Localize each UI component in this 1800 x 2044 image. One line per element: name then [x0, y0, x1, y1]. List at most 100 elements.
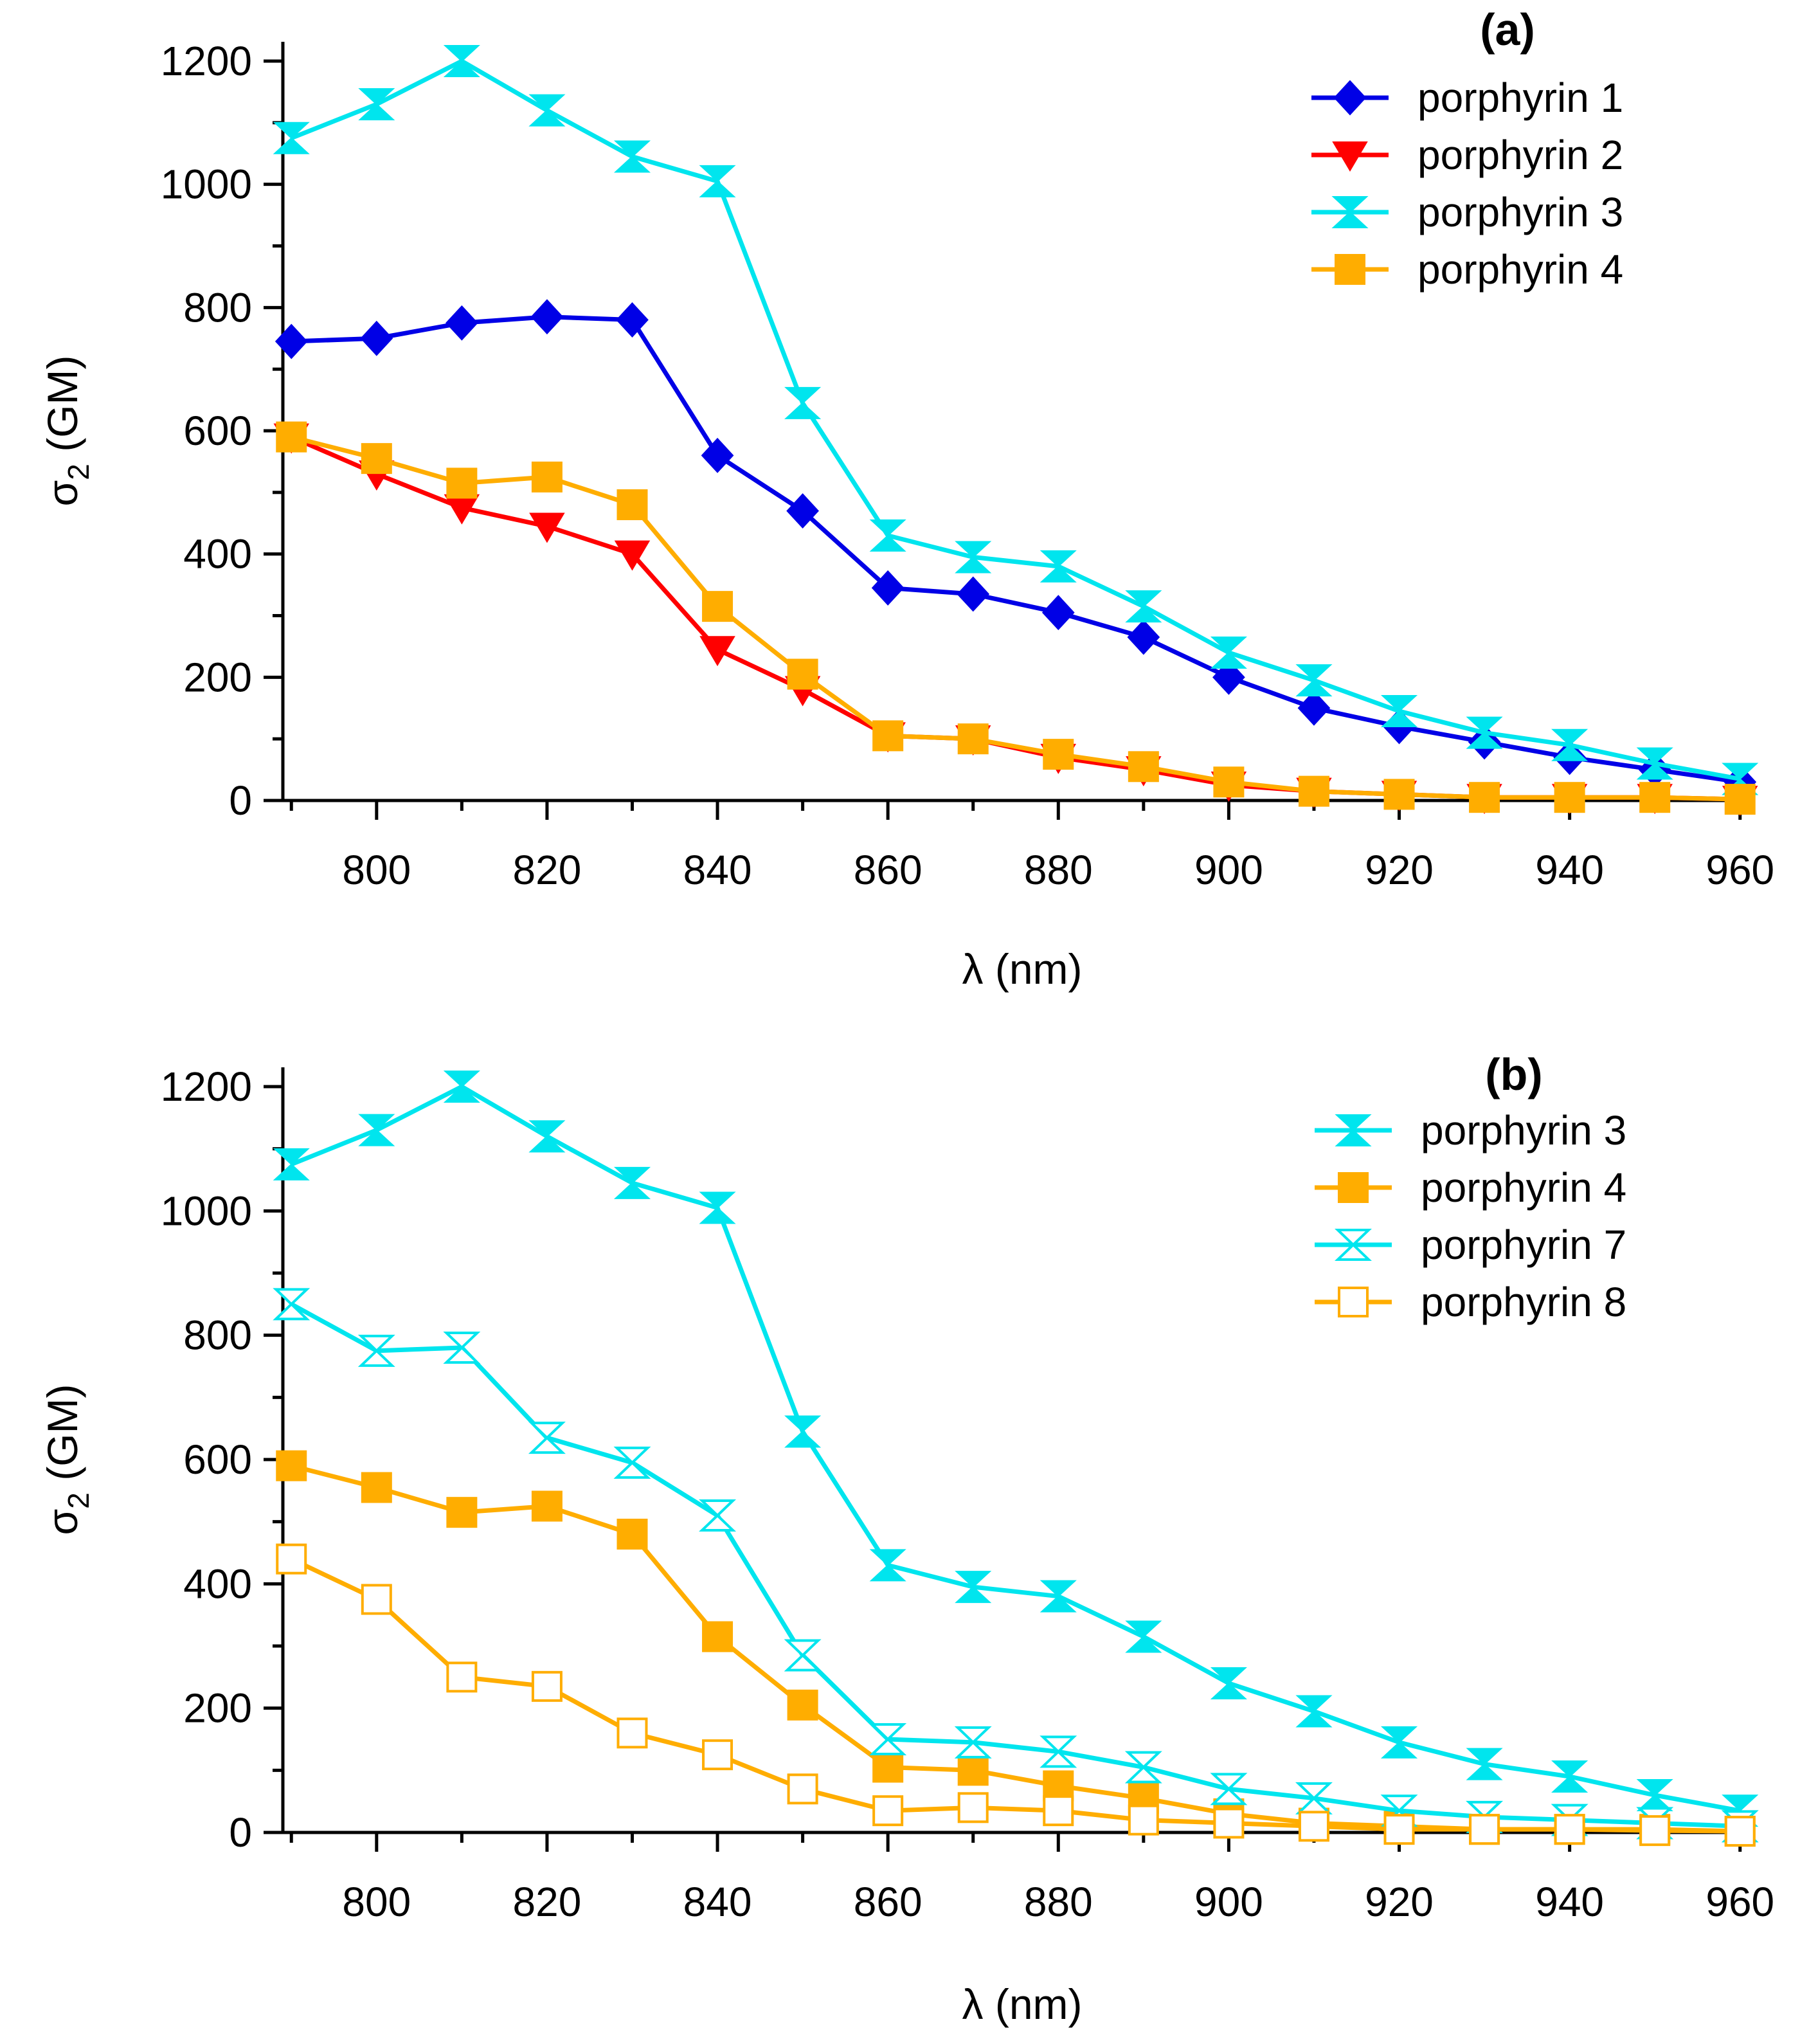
data-point [446, 1661, 478, 1693]
x-tick-label: 820 [513, 847, 582, 893]
panel-label: (b) [1485, 1049, 1542, 1099]
data-point [1210, 1773, 1248, 1805]
data-point [1724, 1816, 1756, 1847]
data-point [787, 1689, 818, 1721]
x-tick-label: 900 [1194, 847, 1263, 893]
data-point [701, 437, 734, 473]
data-point [446, 467, 478, 499]
data-point [1298, 1811, 1329, 1842]
data-point [1551, 1760, 1589, 1793]
legend-label: porphyrin 3 [1418, 189, 1623, 235]
data-point [955, 1571, 992, 1604]
x-tick-label: 800 [342, 1879, 411, 1925]
y-axis-unit: (GM) [39, 356, 86, 464]
y-tick-label: 600 [183, 1436, 252, 1483]
data-point [1554, 1814, 1585, 1845]
data-point [699, 636, 735, 667]
x-tick-label: 960 [1706, 1879, 1774, 1925]
data-point [1554, 782, 1585, 813]
legend-entry: porphyrin 1 [1311, 75, 1623, 121]
legend-marker [1338, 1287, 1369, 1317]
data-point [1212, 659, 1245, 695]
data-point [616, 489, 648, 520]
data-point [446, 305, 478, 341]
data-point [1210, 637, 1247, 669]
data-point [787, 1773, 818, 1805]
x-tick-label: 880 [1024, 847, 1093, 893]
data-point [443, 1071, 480, 1103]
data-point [869, 1549, 906, 1582]
y-tick-label: 1200 [161, 1063, 252, 1110]
data-point [1043, 739, 1074, 770]
legend-label: porphyrin 3 [1421, 1107, 1626, 1153]
x-tick-label: 880 [1024, 1879, 1093, 1925]
data-point [613, 1446, 651, 1479]
legend-label: porphyrin 1 [1418, 75, 1623, 121]
x-tick-label: 900 [1194, 1879, 1263, 1925]
y-tick-label: 1000 [161, 161, 252, 208]
data-point [1295, 664, 1333, 697]
y-tick-label: 200 [183, 654, 252, 700]
data-point [1383, 779, 1415, 810]
data-point [957, 576, 990, 612]
data-point [361, 1472, 392, 1503]
legend-entry: porphyrin 3 [1311, 189, 1623, 235]
data-point [1040, 550, 1077, 583]
x-axis-title: λ (nm) [962, 945, 1083, 993]
legend-marker [1335, 1114, 1372, 1146]
data-point [274, 323, 308, 359]
y-axis-title: σ2 (GM) [39, 356, 95, 507]
data-point [955, 541, 992, 574]
y-axis-subscript: 2 [62, 464, 95, 480]
x-tick-label: 840 [683, 847, 752, 893]
data-point [957, 1755, 989, 1786]
data-point [869, 519, 906, 552]
data-point [1127, 619, 1160, 655]
data-point [273, 1148, 310, 1180]
data-point [699, 1191, 736, 1224]
data-point [273, 1288, 310, 1321]
y-tick-label: 400 [183, 531, 252, 577]
data-point [528, 1422, 566, 1454]
data-point [1383, 1814, 1415, 1845]
data-point [1724, 784, 1756, 815]
data-point [1295, 1695, 1333, 1728]
data-point [954, 1726, 992, 1759]
data-point [1125, 1620, 1162, 1653]
data-point [699, 165, 736, 197]
legend-label: porphyrin 8 [1421, 1279, 1626, 1325]
legend-label: porphyrin 4 [1418, 246, 1623, 293]
data-point [1297, 690, 1331, 726]
legend-marker [1332, 141, 1368, 172]
chart-panel-b: 0 200 400 600 800 1000 1200 800 820 840 860 880 900 9… [39, 1049, 1774, 2028]
data-point [784, 1639, 822, 1672]
data-point [786, 493, 819, 529]
y-axis-subscript: 2 [62, 1492, 95, 1509]
legend-marker [1335, 254, 1365, 285]
legend-marker [1338, 1172, 1369, 1203]
series-line [290, 1084, 1741, 1813]
x-tick-label: 920 [1365, 847, 1434, 893]
data-point [443, 45, 480, 77]
y-tick-label: 400 [183, 1560, 252, 1607]
data-point [702, 1621, 734, 1652]
legend-entry: porphyrin 4 [1315, 1164, 1626, 1211]
data-point [616, 1519, 648, 1550]
data-point [360, 320, 393, 356]
y-tick-label: 1200 [161, 38, 252, 84]
data-point [1466, 1748, 1503, 1780]
legend-label: porphyrin 2 [1418, 132, 1623, 178]
x-tick-label: 940 [1535, 847, 1604, 893]
legend-label: porphyrin 4 [1421, 1164, 1626, 1211]
data-point [871, 570, 905, 606]
data-point [1213, 1807, 1245, 1839]
series-porphyrin-8 [276, 1543, 1756, 1847]
panel-label: (a) [1480, 5, 1535, 55]
data-point [872, 1751, 904, 1783]
y-tick-label: 1000 [161, 1188, 252, 1234]
series-porphyrin-4 [276, 421, 1756, 815]
y-tick-label: 800 [183, 284, 252, 330]
data-point [1210, 1667, 1247, 1699]
x-tick-label: 940 [1535, 1879, 1604, 1925]
